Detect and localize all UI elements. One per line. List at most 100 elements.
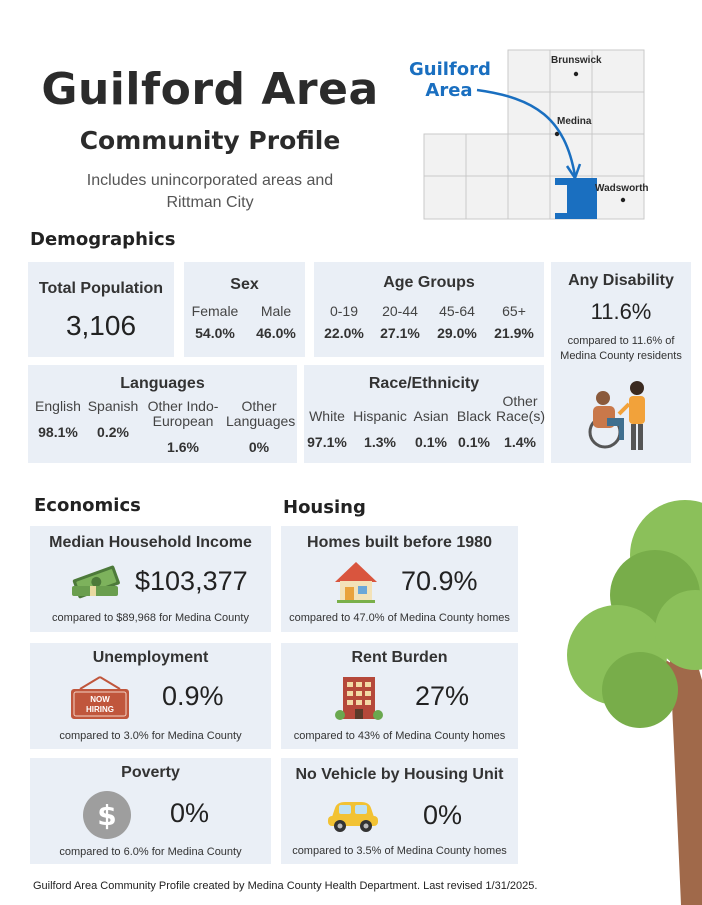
- language-item: English 98.1%: [30, 398, 86, 441]
- age-group-value: 22.0%: [324, 325, 364, 341]
- language-label: English: [35, 398, 81, 414]
- race-item-value: 0.1%: [415, 434, 447, 450]
- svg-text:$: $: [97, 799, 116, 832]
- no-vehicle-value: 0%: [423, 800, 463, 830]
- race-item-label: Hispanic: [353, 408, 407, 424]
- money-stack-icon: [68, 562, 124, 600]
- age-group-item: 20-44 27.1%: [374, 304, 426, 342]
- dollar-coin-icon: $: [82, 790, 132, 840]
- no-vehicle-label: No Vehicle by Housing Unit: [295, 766, 504, 783]
- county-map: Guilford Area Brunswick Medina Wadsworth: [405, 48, 650, 223]
- unemployment-value: 0.9%: [162, 681, 224, 711]
- map-callout-line1: Guilford: [409, 59, 491, 80]
- age-group-item: 65+ 21.9%: [488, 303, 540, 342]
- total-population-value: 3,106: [65, 310, 137, 341]
- race-item-label: [304, 394, 350, 409]
- total-population-card: Total Population 3,106: [28, 262, 174, 357]
- income-compare: compared to $89,968 for Medina County: [52, 612, 249, 624]
- tree-illustration: [555, 480, 702, 905]
- homes-before-1980-value: 70.9%: [401, 566, 478, 596]
- now-hiring-text: NOW HIRING: [68, 695, 132, 715]
- coverage-note-line2: Rittman City: [166, 194, 254, 211]
- race-item-value: 1.4%: [504, 434, 536, 450]
- section-housing: Housing: [283, 497, 366, 518]
- race-item-label: [410, 394, 452, 409]
- income-label: Median Household Income: [49, 534, 252, 551]
- language-item: Other Languages 0%: [226, 398, 296, 456]
- languages-card: Languages English 98.1% Spanish 0.2% Oth…: [28, 365, 297, 463]
- disability-compare: compared to 11.6% of Medina County resid…: [551, 334, 691, 364]
- map-label-medina: Medina: [557, 116, 592, 127]
- language-value: 1.6%: [167, 439, 199, 455]
- income-value: $103,377: [135, 566, 248, 596]
- disability-label: Any Disability: [568, 272, 674, 289]
- no-vehicle-compare: compared to 3.5% of Medina County homes: [292, 845, 507, 857]
- age-groups-card: Age Groups 0-19 22.0% 20-44 27.1% 45-64 …: [314, 262, 544, 357]
- house-icon: [333, 560, 379, 604]
- poverty-label: Poverty: [121, 764, 180, 781]
- no-vehicle-card: No Vehicle by Housing Unit 0% compared t…: [281, 758, 518, 864]
- unemployment-label: Unemployment: [92, 649, 209, 666]
- people-wheelchair-icon: [583, 374, 661, 458]
- car-icon: [325, 796, 381, 834]
- race-item-value: 97.1%: [307, 434, 347, 450]
- map-label-brunswick: Brunswick: [551, 55, 602, 66]
- race-item-label: Race(s): [496, 408, 546, 424]
- race-item-value: 0.1%: [458, 434, 490, 450]
- race-item: Hispanic 1.3%: [350, 394, 410, 451]
- sex-male-value: 46.0%: [256, 325, 296, 341]
- language-value: 0%: [248, 439, 270, 455]
- age-group-label: 65+: [502, 303, 526, 319]
- age-group-value: 27.1%: [380, 325, 420, 341]
- language-label: Other Indo-: [147, 398, 219, 414]
- map-label-wadsworth: Wadsworth: [595, 183, 649, 194]
- race-item-label: [350, 394, 410, 409]
- sex-female-label: Female: [191, 303, 239, 319]
- race-item-label: White: [309, 408, 345, 424]
- rent-burden-compare: compared to 43% of Medina County homes: [293, 730, 506, 742]
- race-item: Black 0.1%: [452, 394, 496, 451]
- now-hiring-line2: HIRING: [86, 705, 114, 714]
- language-label: Spanish: [87, 398, 139, 414]
- language-label: Languages: [226, 413, 296, 429]
- now-hiring-line1: NOW: [90, 695, 110, 704]
- language-item: Other Indo- European 1.6%: [140, 398, 226, 456]
- apartment-building-icon: [335, 673, 383, 723]
- race-card: Race/Ethnicity White 97.1% Hispanic 1.3%…: [304, 365, 546, 463]
- sex-male: Male 46.0%: [247, 303, 305, 342]
- now-hiring-sign-icon: NOW HIRING: [68, 675, 132, 721]
- rent-burden-card: Rent Burden 27% compared to 43% of Medin…: [281, 643, 518, 749]
- sex-male-label: Male: [260, 303, 292, 319]
- race-item-label: [452, 394, 496, 409]
- page-title: Guilford Area: [41, 64, 379, 115]
- age-group-label: 0-19: [329, 303, 359, 319]
- disability-value: 11.6%: [590, 299, 652, 324]
- race-item-label: Asian: [413, 408, 449, 424]
- footer-note: Guilford Area Community Profile created …: [33, 880, 538, 892]
- page-subtitle: Community Profile: [79, 126, 341, 155]
- map-callout: Guilford Area: [409, 59, 491, 101]
- township-grid-map: [423, 49, 645, 220]
- homes-before-1980-card: Homes built before 1980 70.9% compared t…: [281, 526, 518, 632]
- disability-card: Any Disability 11.6% compared to 11.6% o…: [551, 262, 691, 463]
- sex-label: Sex: [230, 276, 259, 293]
- poverty-value: 0%: [170, 798, 210, 828]
- sex-card: Sex Female 54.0% Male 46.0%: [184, 262, 305, 357]
- age-groups-label: Age Groups: [383, 274, 475, 291]
- homes-before-1980-label: Homes built before 1980: [307, 534, 492, 551]
- race-item: Asian 0.1%: [410, 394, 452, 451]
- race-item: White 97.1%: [304, 394, 350, 451]
- language-value: 0.2%: [97, 424, 129, 440]
- race-item: Other Race(s) 1.4%: [496, 394, 546, 451]
- poverty-compare: compared to 6.0% for Medina County: [59, 846, 242, 858]
- language-item: Spanish 0.2%: [86, 398, 140, 441]
- section-economics: Economics: [34, 495, 141, 516]
- language-label: Other: [241, 398, 277, 414]
- race-item-label: Black: [456, 408, 492, 424]
- unemployment-compare: compared to 3.0% for Medina County: [59, 730, 242, 742]
- poverty-card: Poverty $ 0% compared to 6.0% for Medina…: [30, 758, 271, 864]
- homes-before-1980-compare: compared to 47.0% of Medina County homes: [289, 612, 510, 624]
- total-population-label: Total Population: [38, 280, 164, 297]
- age-group-value: 29.0%: [437, 325, 477, 341]
- unemployment-card: Unemployment NOW HIRING 0.9% compared to…: [30, 643, 271, 749]
